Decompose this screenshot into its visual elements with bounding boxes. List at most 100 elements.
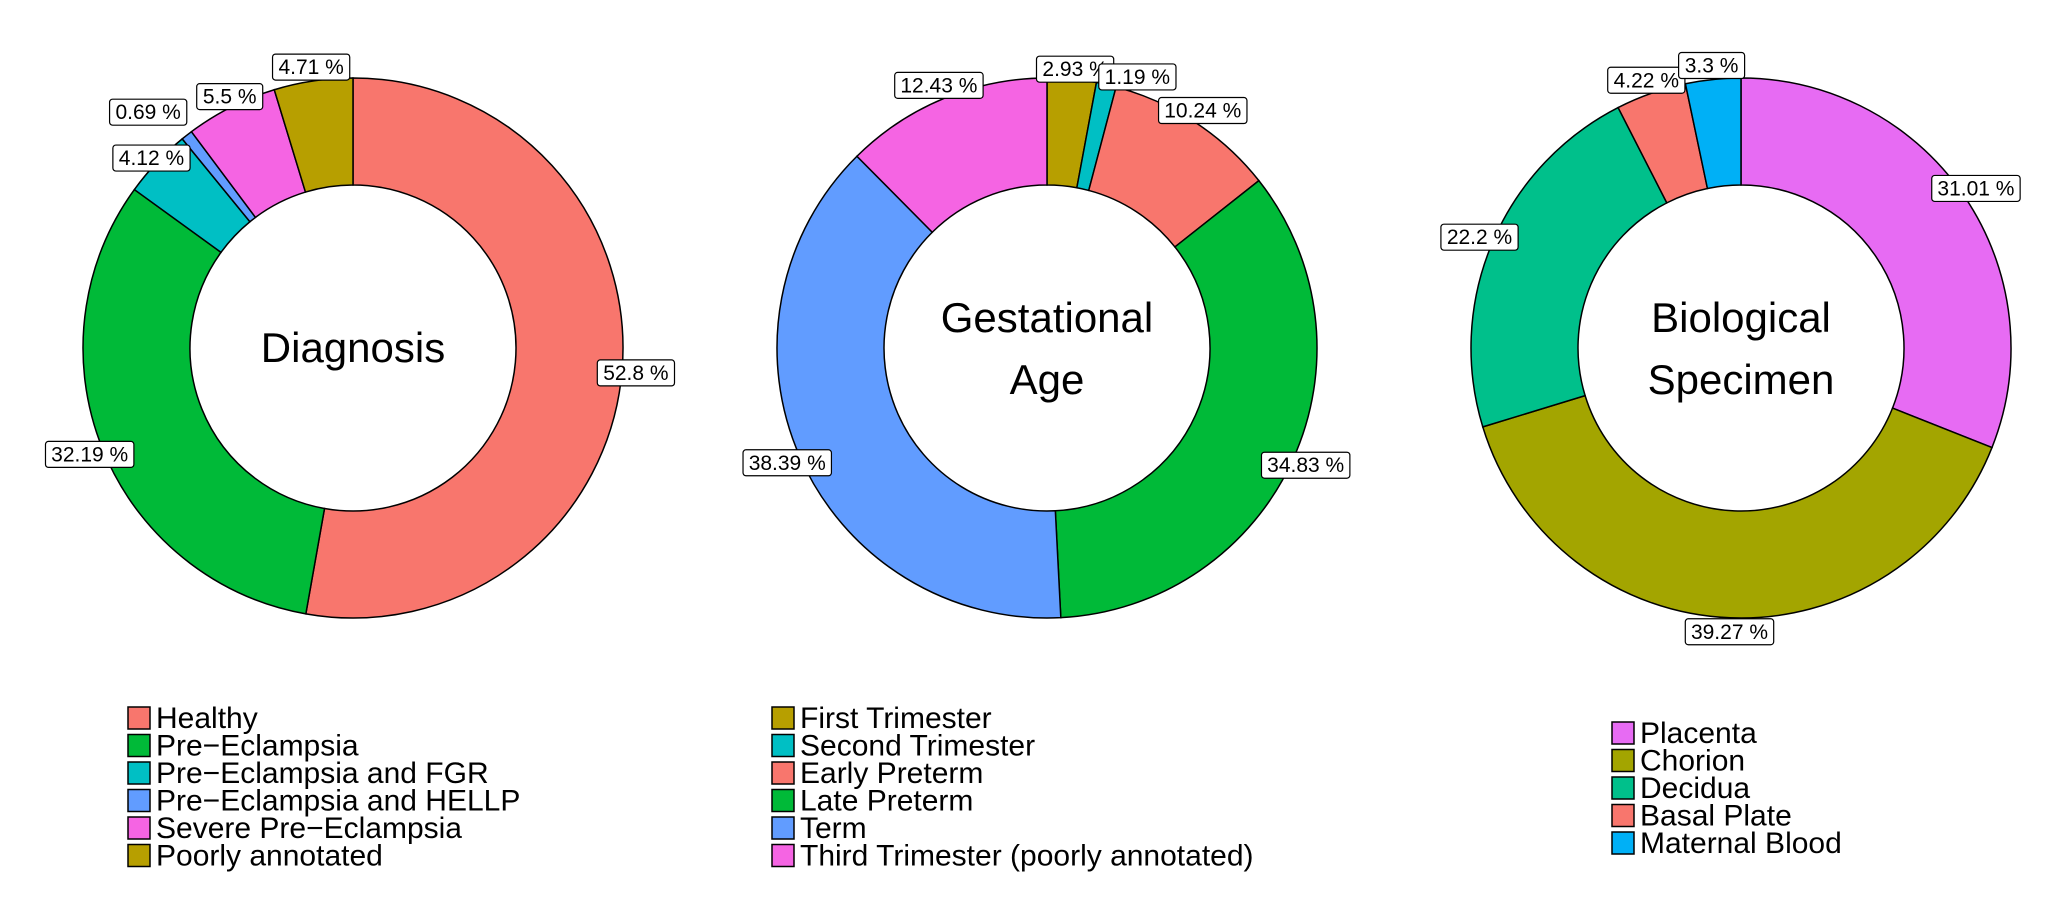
svg-text:2.93 %: 2.93 % [1042, 58, 1107, 81]
slice-pre-eclampsia [82, 188, 326, 615]
legend-swatch [1611, 748, 1635, 773]
legend-label: Pre−Eclampsia and FGR [156, 757, 489, 790]
svg-text:4.71 %: 4.71 % [278, 56, 343, 79]
legend-entry-third-trimester-poorly-annotated: Third Trimester (poorly annotated) [771, 840, 1254, 873]
svg-text:0.69 %: 0.69 % [115, 101, 180, 124]
pct-label-healthy: 52.8 % [596, 359, 676, 387]
pct-label-maternal-blood: 3.3 % [1678, 51, 1746, 80]
pct-label-second-trimester: 1.19 % [1098, 63, 1177, 91]
slice-placenta [1740, 77, 2012, 449]
svg-text:10.24 %: 10.24 % [1164, 100, 1241, 123]
center-title-biological-specimen: Biological Specimen [1648, 294, 1835, 403]
legend-entry-decidua: Decidua [1611, 772, 1750, 805]
legend-swatch [771, 761, 795, 785]
legend-entry-chorion: Chorion [1611, 745, 1745, 778]
svg-text:3.3 %: 3.3 % [1685, 55, 1739, 78]
legend-label: Decidua [1640, 772, 1750, 805]
donut-chart-diagnosis: Diagnosis [82, 77, 624, 619]
slice-late-preterm [1054, 179, 1318, 619]
svg-text:31.01 %: 31.01 % [1937, 177, 2014, 200]
pct-label-decidua: 22.2 % [1440, 223, 1519, 251]
legend-entry-term: Term [771, 812, 867, 845]
legend-label: Healthy [156, 702, 258, 735]
legend-swatch [127, 733, 151, 758]
pct-label-pre-eclampsia-and-fgr: 4.12 % [112, 144, 191, 172]
legend-swatch [1611, 721, 1635, 745]
pct-label-late-preterm: 34.83 % [1260, 451, 1351, 479]
legend-label: Second Trimester [800, 730, 1035, 763]
donut-chart-biological-specimen: Biological Specimen [1470, 77, 2012, 619]
legend-entry-pre-eclampsia-and-hellp: Pre−Eclampsia and HELLP [127, 785, 520, 818]
legend-swatch [127, 816, 151, 840]
svg-text:4.22 %: 4.22 % [1614, 69, 1679, 92]
pct-label-pre-eclampsia-and-hellp: 0.69 % [108, 98, 188, 126]
svg-text:12.43 %: 12.43 % [900, 74, 977, 97]
svg-text:Diagnosis: Diagnosis [261, 324, 445, 371]
center-title-gestational-age: Gestational Age [941, 294, 1153, 403]
svg-text:4.12 %: 4.12 % [119, 147, 184, 170]
svg-text:Gestational: Gestational [941, 294, 1153, 341]
legend-label: Pre−Eclampsia [156, 730, 359, 763]
svg-text:Age: Age [1010, 356, 1085, 403]
legend-swatch [1611, 831, 1635, 855]
svg-text:38.39 %: 38.39 % [749, 452, 826, 475]
legend-swatch [127, 843, 151, 868]
slice-term [776, 155, 1062, 619]
slice-decidua [1470, 106, 1668, 428]
slice-chorion [1481, 394, 1993, 619]
legend-label: Severe Pre−Eclampsia [156, 812, 462, 845]
svg-text:32.19 %: 32.19 % [51, 443, 128, 466]
percentage-labels-layer: 52.8 % 32.19 % 4.12 % 0.69 % 5.5 % 4.71 % 2.93… [44, 51, 2021, 646]
legend-label: Poorly annotated [156, 840, 383, 873]
svg-text:34.83 %: 34.83 % [1267, 454, 1344, 477]
pct-label-early-preterm: 10.24 % [1157, 96, 1248, 125]
legend-swatch [127, 706, 151, 730]
pct-label-third-trimester-poorly-annotated: 12.43 % [894, 71, 984, 99]
legend-swatch [771, 706, 795, 730]
legend-swatch [771, 788, 795, 813]
pct-label-first-trimester: 2.93 % [1035, 55, 1115, 83]
pct-label-basal-plate: 4.22 % [1607, 66, 1686, 94]
svg-text:5.5 %: 5.5 % [203, 86, 257, 109]
legend-entry-severe-pre-eclampsia: Severe Pre−Eclampsia [127, 812, 462, 845]
svg-text:Specimen: Specimen [1648, 356, 1835, 403]
pct-label-pre-eclampsia: 32.19 % [44, 440, 135, 469]
legend-entry-early-preterm: Early Preterm [771, 757, 983, 790]
legend-entry-healthy: Healthy [127, 702, 258, 735]
pct-label-chorion: 39.27 % [1684, 618, 1775, 646]
svg-text:22.2 %: 22.2 % [1447, 226, 1512, 249]
pct-label-severe-pre-eclampsia: 5.5 % [196, 83, 264, 111]
legend-label: Chorion [1640, 745, 1745, 778]
legend-swatch [771, 816, 795, 840]
legend-entry-pre-eclampsia-and-fgr: Pre−Eclampsia and FGR [127, 757, 489, 790]
legend-label: Early Preterm [800, 757, 983, 790]
legend-entry-pre-eclampsia: Pre−Eclampsia [127, 730, 359, 763]
center-title-diagnosis: Diagnosis [261, 324, 445, 371]
legend-swatch [1611, 776, 1635, 800]
slice-maternal-blood [1684, 77, 1742, 190]
legend-entry-second-trimester: Second Trimester [771, 730, 1035, 763]
legend-swatch [127, 761, 151, 785]
legend-entry-placenta: Placenta [1611, 717, 1757, 750]
svg-text:1.19 %: 1.19 % [1105, 66, 1170, 89]
legend-entry-basal-plate: Basal Plate [1611, 800, 1792, 833]
legend-swatch [127, 788, 151, 813]
legend-entry-late-preterm: Late Preterm [771, 785, 973, 818]
slice-poorly-annotated [273, 77, 354, 194]
pct-label-placenta: 31.01 % [1931, 174, 2021, 203]
legend-entry-poorly-annotated: Poorly annotated [127, 840, 383, 873]
legend-swatch [771, 733, 795, 758]
svg-text:Biological: Biological [1651, 294, 1831, 341]
legend-swatch [771, 843, 795, 868]
charts-layer: Diagnosis Gestational Age Biological Specime… [82, 77, 2012, 619]
legend-entry-first-trimester: First Trimester [771, 702, 992, 735]
svg-text:39.27 %: 39.27 % [1691, 621, 1768, 644]
legend-swatch [1611, 803, 1635, 828]
legend-label: Maternal Blood [1640, 827, 1842, 860]
donut-chart-gestational-age: Gestational Age [776, 77, 1318, 619]
